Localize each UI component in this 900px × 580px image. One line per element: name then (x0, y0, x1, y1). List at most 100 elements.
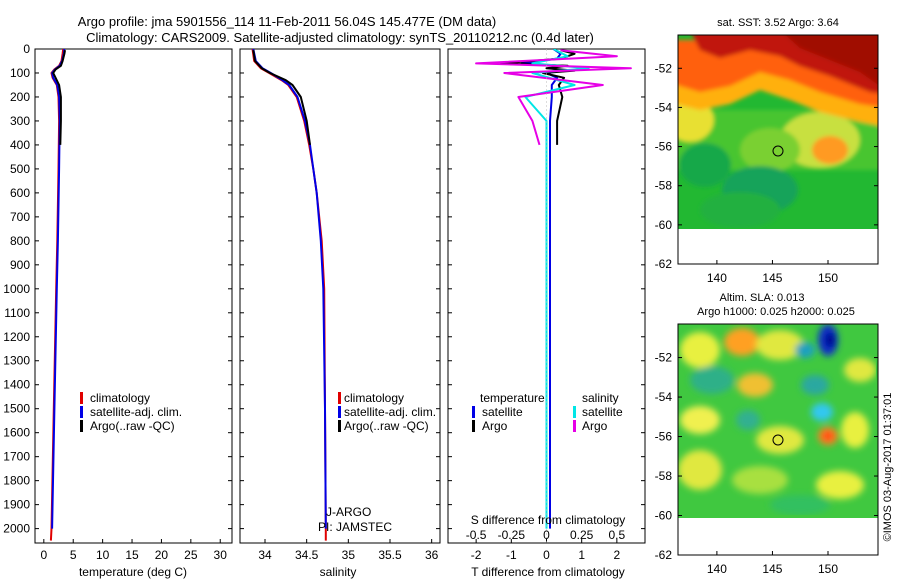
depth-tick-label: 900 (10, 258, 30, 272)
depth-tick-label: 1900 (3, 498, 30, 512)
legend-swatch-satellite (80, 406, 83, 418)
legend-label-s-argo: Argo (582, 419, 608, 433)
lon-tick-label: 140 (707, 271, 727, 285)
lat-tick-label: -58 (655, 179, 673, 193)
salinity-xlabel: salinity (320, 565, 357, 579)
lat-tick-label: -56 (655, 140, 673, 154)
legend-title-temperature: temperature (480, 391, 545, 405)
lon-tick-label: 145 (762, 271, 782, 285)
difference-ticks: -2 -1 0 1 2 (448, 48, 645, 562)
legend-swatch-s-satellite (573, 406, 576, 418)
series-line-salinity-argo (475, 49, 632, 146)
lat-tick-label: -62 (655, 548, 673, 562)
x-tick-label: -2 (471, 548, 482, 562)
temperature-panel: 0 5 10 15 20 25 30 temperature (deg C) climato… (34, 48, 233, 579)
float-program-annotation: J-ARGO (326, 505, 371, 519)
series-line-argo-raw-qc- (52, 50, 66, 145)
legend-swatch-climatology (338, 392, 341, 404)
figure-title-line2: Climatology: CARS2009. Satellite-adjuste… (86, 30, 594, 45)
legend-swatch-s-argo (573, 420, 576, 432)
salinity-frame (239, 48, 441, 544)
lat-tick-label: -60 (655, 509, 673, 523)
sla-map-frame (677, 323, 879, 556)
x-tick-label: 34.5 (295, 548, 319, 562)
lat-tick-label: -62 (655, 257, 673, 271)
depth-tick-label: 1100 (4, 306, 30, 320)
sla-map-title: Altim. SLA: 0.013 (720, 292, 805, 304)
legend-label-argo: Argo(..raw -QC) (90, 419, 175, 433)
x-tick-label: 10 (96, 548, 110, 562)
figure-title-line1: Argo profile: jma 5901556_114 11-Feb-201… (78, 14, 496, 29)
sla-float-marker (772, 434, 784, 446)
s-tick-label: 0.5 (609, 528, 626, 542)
x-tick-label: 34 (258, 548, 272, 562)
difference-xlabel-t: T difference from climatology (471, 565, 625, 579)
series-line-argo-raw-qc- (252, 50, 311, 146)
depth-tick-label: 600 (10, 186, 30, 200)
x-tick-label: 35 (342, 548, 356, 562)
depth-tick-label: 500 (10, 162, 30, 176)
sla-map-lower-blank (678, 518, 878, 555)
depth-tick-label: 1200 (3, 330, 30, 344)
x-tick-label: 35.5 (378, 548, 402, 562)
sla-map-ticks: -52 -54 -56 -58 -60 -62 140 145 150 (655, 351, 878, 576)
s-tick-label: -0.5 (466, 528, 487, 542)
legend-label-climatology: climatology (90, 391, 150, 405)
depth-tick-label: 1800 (3, 474, 30, 488)
depth-tick-label: 1400 (3, 378, 30, 392)
legend-swatch-t-satellite (472, 406, 475, 418)
sst-map-ticks: -52 -54 -56 -58 -60 -62 140 145 150 (655, 61, 878, 285)
lon-tick-label: 150 (818, 271, 838, 285)
sst-map-panel: sat. SST: 3.52 Argo: 3.64 -52 -54 -56 (655, 17, 879, 285)
legend-label-t-argo: Argo (482, 419, 508, 433)
sst-float-marker (772, 145, 784, 157)
depth-tick-label: 1600 (3, 426, 30, 440)
series-line-salinity-satellite (524, 49, 590, 529)
depth-tick-label: 1700 (3, 450, 30, 464)
lat-tick-label: -52 (655, 61, 673, 75)
imos-credit: ©IMOS 03-Aug-2017 01:37:01 (882, 393, 894, 542)
sla-map-subtitle: Argo h1000: 0.025 h2000: 0.025 (697, 306, 855, 318)
lat-tick-label: -56 (655, 430, 673, 444)
depth-tick-label: 1300 (3, 354, 30, 368)
legend-label-climatology: climatology (344, 391, 404, 405)
lat-tick-label: -58 (655, 469, 673, 483)
legend-label-satellite: satellite-adj. clim. (344, 405, 436, 419)
salinity-legend: climatology satellite-adj. clim. Argo(..… (338, 391, 436, 433)
float-pi-annotation: PI: JAMSTEC (318, 520, 392, 534)
difference-legend-salinity: salinity satellite Argo (573, 391, 623, 433)
x-tick-label: 1 (578, 548, 585, 562)
depth-tick-label: 700 (10, 210, 30, 224)
difference-legend-temperature: temperature satellite Argo (472, 391, 545, 433)
x-tick-label: 0 (40, 548, 47, 562)
depth-tick-label: 200 (10, 90, 30, 104)
depth-tick-label: 2000 (3, 522, 30, 536)
legend-swatch-satellite (338, 406, 341, 418)
x-tick-label: -1 (506, 548, 517, 562)
depth-tick-label: 1500 (3, 402, 30, 416)
lon-tick-label: 145 (762, 562, 782, 576)
legend-swatch-argo (80, 420, 83, 432)
s-tick-label: 0 (543, 528, 550, 542)
x-tick-label: 5 (70, 548, 77, 562)
legend-label-t-satellite: satellite (482, 405, 523, 419)
legend-swatch-argo (338, 420, 341, 432)
series-line-satellite-adj-clim- (252, 49, 327, 529)
depth-tick-label: 800 (10, 234, 30, 248)
salinity-lines (251, 49, 327, 541)
x-tick-label: 2 (614, 548, 621, 562)
temperature-legend: climatology satellite-adj. clim. Argo(..… (80, 391, 182, 433)
legend-swatch-t-argo (472, 420, 475, 432)
lat-tick-label: -60 (655, 218, 673, 232)
salinity-difference-ticks: -0.5 -0.25 0 0.25 0.5 (466, 528, 626, 542)
x-tick-label: 20 (155, 548, 169, 562)
legend-label-s-satellite: satellite (582, 405, 623, 419)
sst-map-frame (677, 34, 879, 265)
legend-title-salinity: salinity (582, 391, 619, 405)
x-tick-label: 36 (425, 548, 439, 562)
lon-tick-label: 150 (818, 562, 838, 576)
difference-panel: -2 -1 0 1 2 S difference from climatology -0… (447, 48, 646, 579)
salinity-panel: 34 34.5 35 35.5 36 salinity climatology sate… (239, 48, 441, 579)
depth-tick-label: 100 (10, 66, 30, 80)
